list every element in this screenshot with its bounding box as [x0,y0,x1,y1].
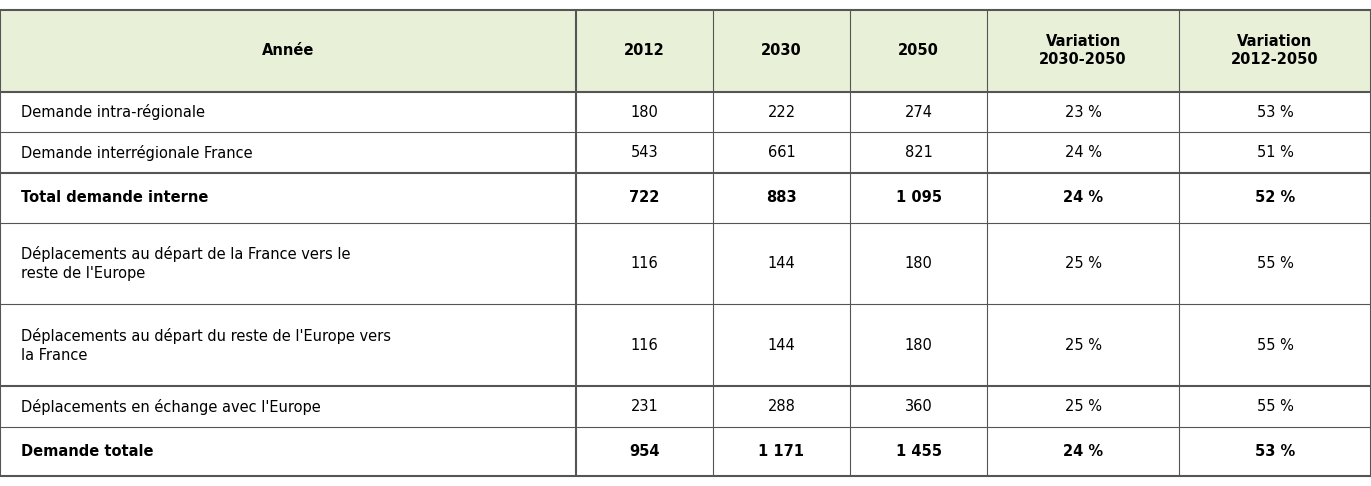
Bar [576,427,713,476]
Bar [576,91,713,133]
Bar [1179,133,1371,174]
Bar [713,304,850,386]
Text: Variation
2012-2050: Variation 2012-2050 [1231,34,1319,68]
Text: 52 %: 52 % [1254,191,1296,206]
Bar [850,91,987,133]
Bar [0,91,576,133]
Text: 543: 543 [631,145,658,160]
Bar [713,10,850,91]
Bar [987,10,1179,91]
Bar [850,427,987,476]
Text: 144: 144 [768,338,795,353]
Text: 1 095: 1 095 [895,191,942,206]
Bar [1179,174,1371,223]
Bar [576,304,713,386]
Text: 51 %: 51 % [1257,145,1293,160]
Text: 25 %: 25 % [1065,338,1101,353]
Text: 2012: 2012 [624,43,665,58]
Bar [0,386,576,427]
Text: Demande interrégionale France: Demande interrégionale France [21,145,252,161]
Bar [0,304,576,386]
Text: 661: 661 [768,145,795,160]
Bar [1179,91,1371,133]
Bar [987,174,1179,223]
Text: Année: Année [262,43,314,58]
Text: 180: 180 [905,338,932,353]
Text: Déplacements au départ du reste de l'Europe vers
la France: Déplacements au départ du reste de l'Eur… [21,328,391,363]
Bar [576,386,713,427]
Text: 24 %: 24 % [1063,444,1104,459]
Bar [1179,304,1371,386]
Bar [713,133,850,174]
Text: Variation
2030-2050: Variation 2030-2050 [1039,34,1127,68]
Text: 55 %: 55 % [1257,338,1293,353]
Text: 55 %: 55 % [1257,256,1293,271]
Text: Déplacements au départ de la France vers le
reste de l'Europe: Déplacements au départ de la France vers… [21,246,350,281]
Bar [850,10,987,91]
Text: 180: 180 [905,256,932,271]
Bar [0,427,576,476]
Bar [850,386,987,427]
Text: Total demande interne: Total demande interne [21,191,208,206]
Bar [1179,386,1371,427]
Text: 722: 722 [629,191,659,206]
Bar [987,223,1179,304]
Text: 116: 116 [631,338,658,353]
Text: 360: 360 [905,399,932,414]
Bar [1179,223,1371,304]
Bar [576,174,713,223]
Bar [0,174,576,223]
Text: 25 %: 25 % [1065,256,1101,271]
Bar [0,10,576,91]
Text: 53 %: 53 % [1257,104,1293,120]
Bar [713,427,850,476]
Text: 2030: 2030 [761,43,802,58]
Bar [987,91,1179,133]
Text: 53 %: 53 % [1254,444,1296,459]
Text: 24 %: 24 % [1063,191,1104,206]
Bar [576,223,713,304]
Text: 23 %: 23 % [1065,104,1101,120]
Bar [850,304,987,386]
Text: 180: 180 [631,104,658,120]
Bar [576,133,713,174]
Text: Demande intra-régionale: Demande intra-régionale [21,104,204,120]
Bar [1179,427,1371,476]
Bar [713,91,850,133]
Text: 222: 222 [768,104,795,120]
Bar [713,174,850,223]
Bar [576,10,713,91]
Bar [987,304,1179,386]
Text: 231: 231 [631,399,658,414]
Bar [850,133,987,174]
Text: 55 %: 55 % [1257,399,1293,414]
Text: 25 %: 25 % [1065,399,1101,414]
Bar [713,386,850,427]
Bar [0,133,576,174]
Text: 883: 883 [766,191,797,206]
Bar [1179,10,1371,91]
Bar [0,223,576,304]
Text: 2050: 2050 [898,43,939,58]
Text: 274: 274 [905,104,932,120]
Text: 954: 954 [629,444,659,459]
Text: 288: 288 [768,399,795,414]
Bar [987,427,1179,476]
Text: 821: 821 [905,145,932,160]
Text: Déplacements en échange avec l'Europe: Déplacements en échange avec l'Europe [21,399,321,415]
Text: 24 %: 24 % [1065,145,1101,160]
Text: 144: 144 [768,256,795,271]
Text: 1 455: 1 455 [895,444,942,459]
Bar [987,133,1179,174]
Text: 116: 116 [631,256,658,271]
Bar [850,223,987,304]
Bar [850,174,987,223]
Text: Demande totale: Demande totale [21,444,154,459]
Bar [713,223,850,304]
Bar [987,386,1179,427]
Text: 1 171: 1 171 [758,444,805,459]
